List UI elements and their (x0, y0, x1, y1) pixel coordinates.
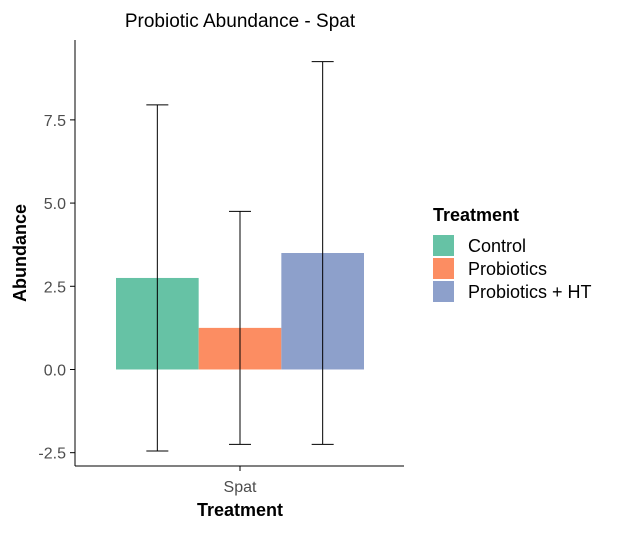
legend-swatch (433, 281, 454, 302)
chart-title: Probiotic Abundance - Spat (125, 11, 356, 32)
legend-label: Probiotics + HT (468, 282, 592, 302)
y-tick-label: 5.0 (44, 196, 66, 213)
legend-swatch (433, 235, 454, 256)
x-axis-title: Treatment (197, 500, 283, 520)
y-tick-label: 0.0 (44, 362, 66, 379)
legend-swatch (433, 258, 454, 279)
y-tick-label: 2.5 (44, 279, 66, 296)
x-tick-label: Spat (224, 479, 257, 496)
legend-items: Control Probiotics Probiotics + HT (433, 235, 592, 302)
plot-area (116, 61, 364, 452)
x-axis-ticks: Spat (224, 466, 257, 496)
legend-title: Treatment (433, 205, 519, 225)
legend-label: Probiotics (468, 259, 547, 279)
y-axis-ticks: -2.5 0.0 2.5 5.0 7.5 (38, 113, 75, 463)
y-tick-label: -2.5 (38, 446, 66, 463)
legend-label: Control (468, 236, 526, 256)
legend: Treatment Control Probiotics Probiotics + … (433, 205, 592, 302)
y-axis-title: Abundance (10, 204, 30, 302)
y-tick-label: 7.5 (44, 113, 66, 130)
